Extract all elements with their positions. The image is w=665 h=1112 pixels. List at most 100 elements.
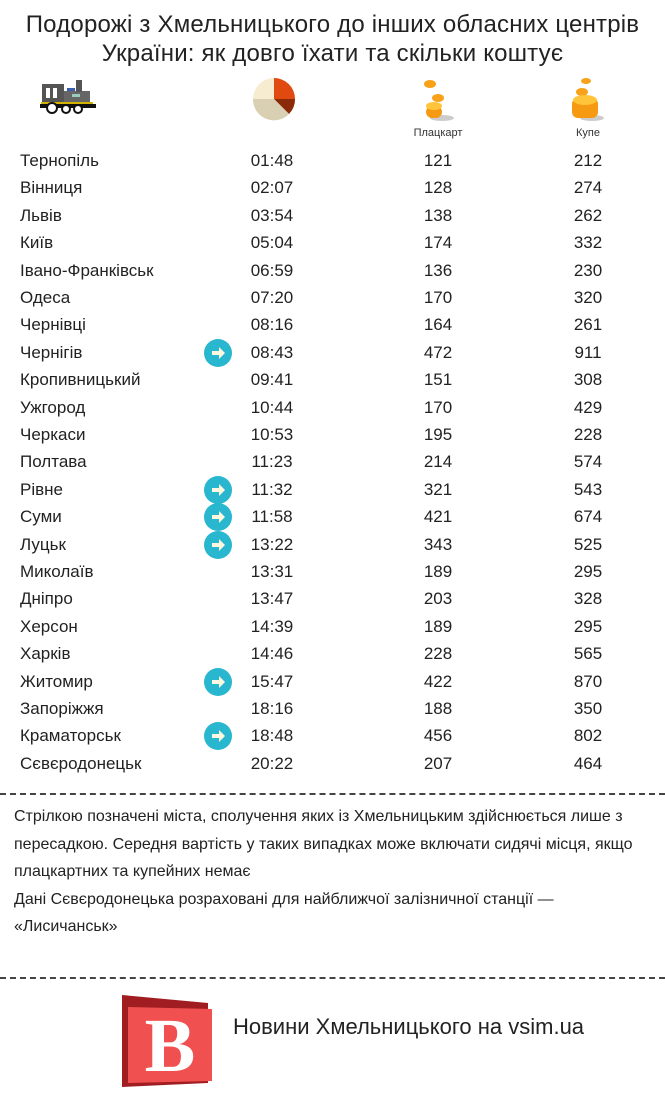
plackart-price: 207 [423, 753, 453, 773]
travel-time: 07:20 [250, 288, 294, 307]
plackart-price: 151 [423, 370, 453, 390]
plackart-price: 138 [423, 205, 453, 225]
travel-time: 15:47 [250, 671, 294, 691]
kupe-price: 429 [573, 397, 603, 417]
plackart-price: 195 [423, 425, 453, 444]
plackart-price: 214 [423, 452, 453, 472]
kupe-price: 525 [573, 534, 603, 554]
city-name: Житомир [20, 671, 93, 691]
divider [0, 793, 665, 795]
city-name: Херсон [20, 616, 78, 636]
kupe-price: 262 [573, 205, 603, 225]
clock-icon [252, 77, 296, 126]
coins-stack-icon [570, 76, 606, 127]
table-row: Ужгород 10:44 170 429 [0, 394, 665, 421]
city-name: Краматорськ [20, 726, 121, 746]
travel-time: 10:53 [250, 425, 294, 444]
table-row: Львів 03:54 138 262 [0, 202, 665, 229]
table-row: Житомир 15:47 422 870 [0, 667, 665, 696]
table-row: Одеса 07:20 170 320 [0, 284, 665, 311]
arrow-right-icon [204, 475, 232, 504]
kupe-price: 870 [573, 671, 603, 691]
kupe-price: 228 [573, 425, 603, 444]
city-name: Дніпро [20, 589, 73, 609]
plackart-price: 343 [423, 534, 453, 554]
travel-time: 08:16 [250, 315, 294, 335]
travel-time: 11:58 [251, 507, 293, 527]
table-row: Суми 11:58 421 674 [0, 503, 665, 532]
arrow-right-icon [204, 338, 232, 367]
city-name: Тернопіль [20, 151, 99, 170]
kupe-price: 543 [573, 479, 603, 499]
city-name: Сєвєродонецьк [20, 753, 142, 773]
travel-time: 20:22 [250, 753, 294, 773]
plackart-price: 422 [423, 671, 453, 691]
travel-time: 18:48 [250, 726, 294, 746]
kupe-price: 308 [573, 370, 603, 390]
table-row: Тернопіль 01:48 121 212 [0, 147, 665, 174]
kupe-price: 212 [573, 151, 603, 170]
travel-time: 01:48 [250, 151, 294, 170]
travel-time: 10:44 [250, 397, 294, 417]
column-header-plackart: Плацкарт [413, 127, 463, 139]
travel-time: 05:04 [250, 233, 294, 253]
kupe-price: 574 [573, 452, 603, 472]
kupe-price: 328 [573, 589, 603, 609]
travel-time: 13:47 [250, 589, 294, 609]
kupe-price: 464 [573, 753, 603, 773]
travel-time: 18:16 [250, 699, 294, 718]
city-name: Запоріжжя [20, 699, 104, 718]
city-name: Одеса [20, 288, 71, 307]
arrow-right-icon [204, 722, 232, 751]
table-row: Полтава 11:23 214 574 [0, 448, 665, 475]
travel-time: 13:22 [250, 534, 294, 554]
kupe-price: 320 [573, 288, 603, 307]
plackart-price: 164 [423, 315, 453, 335]
city-name: Чернігів [20, 342, 83, 362]
note-transfer: Стрілкою позначені міста, сполучення яки… [14, 808, 633, 880]
table-row: Харків 14:46 228 565 [0, 640, 665, 667]
travel-time: 14:39 [250, 616, 294, 636]
table-row: Миколаїв 13:31 189 295 [0, 558, 665, 585]
city-name: Вінниця [20, 178, 83, 198]
table-row: Краматорськ 18:48 456 802 [0, 722, 665, 751]
table-row: Запоріжжя 18:16 188 350 [0, 695, 665, 722]
travel-time: 14:46 [250, 644, 294, 664]
plackart-price: 472 [423, 342, 453, 362]
travel-time: 13:31 [250, 562, 294, 581]
vsim-logo: B [120, 995, 215, 1092]
table-row: Луцьк 13:22 343 525 [0, 530, 665, 559]
table-row: Сєвєродонецьк 20:22 207 464 [0, 750, 665, 777]
table-row: Кропивницький 09:41 151 308 [0, 366, 665, 393]
plackart-price: 321 [423, 479, 453, 499]
kupe-price: 295 [573, 562, 603, 581]
kupe-price: 274 [573, 178, 603, 198]
city-name: Суми [20, 507, 62, 527]
kupe-price: 261 [573, 315, 603, 335]
svg-text:B: B [145, 1004, 196, 1087]
city-name: Київ [20, 233, 54, 253]
plackart-price: 170 [423, 288, 453, 307]
plackart-price: 189 [423, 616, 453, 636]
table-row: Чернігів 08:43 472 911 [0, 338, 665, 367]
train-icon [40, 78, 100, 119]
page-title: Подорожі з Хмельницького до інших обласн… [25, 11, 640, 67]
plackart-price: 421 [423, 507, 453, 527]
plackart-price: 121 [423, 151, 453, 170]
kupe-price: 295 [573, 616, 603, 636]
arrow-right-icon [204, 503, 232, 532]
city-name: Чернівці [20, 315, 86, 335]
notes: Стрілкою позначені міста, сполучення яки… [14, 803, 654, 941]
table-row: Чернівці 08:16 164 261 [0, 311, 665, 338]
column-header-kupe: Купе [576, 127, 600, 139]
kupe-price: 350 [573, 699, 603, 718]
plackart-price: 170 [423, 397, 453, 417]
kupe-price: 230 [573, 260, 603, 280]
plackart-price: 174 [423, 233, 453, 253]
kupe-price: 565 [573, 644, 603, 664]
travel-time: 02:07 [250, 178, 294, 198]
city-name: Рівне [20, 479, 63, 499]
divider [0, 977, 665, 979]
travel-time: 06:59 [250, 260, 294, 280]
plackart-price: 188 [423, 699, 453, 718]
